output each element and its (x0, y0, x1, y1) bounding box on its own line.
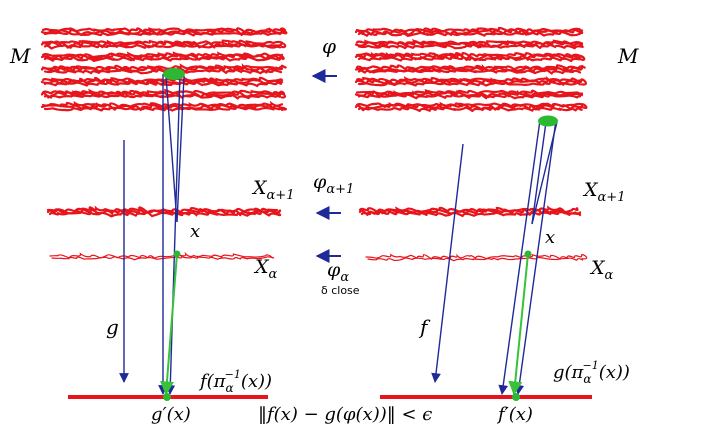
scribble-stroke (41, 63, 287, 71)
label-M-right: M (617, 44, 639, 68)
label-f: f (418, 315, 431, 339)
scribble-stroke (43, 55, 282, 62)
left-point-x (173, 250, 181, 258)
scribble-stroke (357, 30, 582, 37)
scribble-stroke (365, 253, 588, 260)
label-phi: φ (322, 34, 336, 58)
scribble-stroke (43, 105, 288, 112)
left-maps (119, 73, 185, 395)
label-phi-alpha1: φα+1 (313, 171, 354, 197)
scribble-stroke (355, 64, 586, 71)
scribble-stroke (43, 92, 282, 100)
label-g-pi-inverse: g(πα−1(x)) (553, 359, 630, 386)
scribble-stroke (355, 101, 584, 109)
label-x-right: x (545, 227, 555, 248)
right-map-line-1 (498, 119, 541, 395)
scribble-stroke (48, 210, 282, 218)
scribble-stroke (51, 255, 275, 261)
scribble-stroke (40, 63, 284, 74)
scribble-stroke (357, 92, 582, 100)
scribble-stroke (43, 80, 283, 88)
left-map-line-3 (165, 75, 178, 223)
right-map-line-4 (531, 121, 558, 225)
scribble-stroke (43, 29, 282, 37)
label-M-left: M (9, 44, 31, 68)
scribble-stroke (367, 256, 584, 262)
label-X-alpha-right: Xα (589, 257, 614, 283)
left-point-g-prime (163, 393, 171, 401)
scribble-stroke (355, 51, 584, 59)
scribble-stroke (41, 76, 284, 84)
right-point-x (524, 250, 532, 258)
scribble-stroke (355, 38, 584, 46)
scribble-stroke (41, 100, 284, 109)
scribble-stroke (357, 80, 582, 87)
scribble-stroke (40, 27, 288, 37)
scribble-stroke (355, 89, 584, 95)
label-X-alpha1-right: Xα+1 (582, 179, 625, 205)
scribble-stroke (357, 43, 584, 50)
right-green-line (508, 253, 529, 396)
scribble-stroke (357, 67, 582, 75)
left-map-line-2 (165, 73, 181, 395)
scribble-stroke (357, 106, 583, 113)
label-delta-close: δ close (321, 284, 360, 297)
label-f-prime-x: f′(x) (496, 404, 533, 425)
right-maps (431, 119, 558, 395)
scribble-stroke (360, 210, 582, 218)
right-map-line-2 (514, 119, 557, 395)
scribble-stroke (49, 251, 273, 259)
left-space-X-alpha (49, 251, 275, 261)
scribble-stroke (43, 42, 282, 50)
right-map-line-3 (531, 121, 547, 225)
left-green-line (160, 253, 178, 396)
scribble-stroke (41, 51, 284, 59)
label-X-alpha-left: Xα (253, 256, 278, 282)
phi-arrows (311, 69, 341, 263)
scribble-stroke (40, 89, 286, 99)
label-phi-alpha: φα (327, 259, 349, 285)
scribble-stroke (355, 76, 584, 84)
label-bottom-formula: ‖f(x) − g(φ(x))‖ < ϵ (258, 404, 432, 425)
scribble-stroke (41, 39, 284, 46)
label-g-prime-x: g′(x) (151, 404, 191, 425)
label-x-left: x (190, 221, 200, 242)
right-space-M (354, 26, 588, 113)
scribble-stroke (357, 55, 582, 63)
right-green-blob (538, 115, 558, 127)
left-map-line-4 (176, 75, 185, 223)
scribble-stroke (46, 205, 279, 214)
right-space-X-alpha-plus-1 (358, 205, 582, 218)
label-f-pi-inverse: f(πα−1(x)) (198, 368, 272, 395)
label-X-alpha1-left: Xα+1 (251, 177, 294, 203)
label-g: g (106, 315, 119, 339)
left-green-blob (163, 68, 185, 80)
scribble-stroke (41, 88, 285, 96)
scribble-stroke (355, 26, 584, 33)
left-space-M (40, 27, 288, 112)
f-arrow (431, 143, 464, 383)
right-point-f-prime (512, 393, 520, 401)
right-space-X-alpha (365, 253, 588, 262)
left-space-X-alpha-plus-1 (46, 205, 282, 218)
scribble-stroke (358, 205, 579, 214)
scribble-stroke (41, 27, 287, 34)
